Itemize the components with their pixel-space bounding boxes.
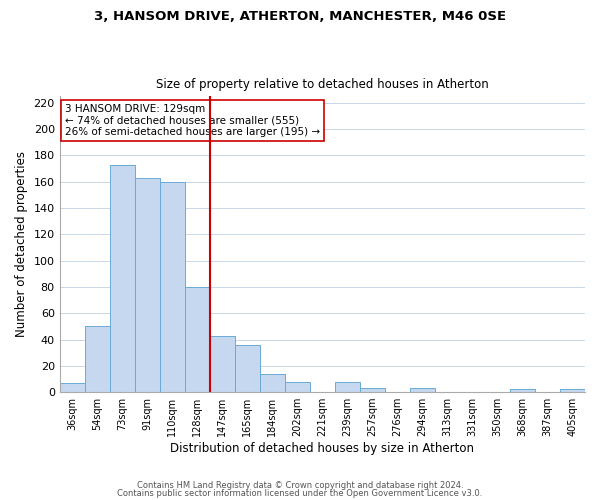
Bar bbox=[260, 374, 285, 392]
Bar bbox=[110, 164, 135, 392]
Bar bbox=[335, 382, 360, 392]
Bar bbox=[185, 287, 210, 392]
Text: 3 HANSOM DRIVE: 129sqm
← 74% of detached houses are smaller (555)
26% of semi-de: 3 HANSOM DRIVE: 129sqm ← 74% of detached… bbox=[65, 104, 320, 137]
Bar bbox=[560, 390, 585, 392]
Text: Contains public sector information licensed under the Open Government Licence v3: Contains public sector information licen… bbox=[118, 488, 482, 498]
Title: Size of property relative to detached houses in Atherton: Size of property relative to detached ho… bbox=[156, 78, 489, 91]
Bar bbox=[135, 178, 160, 392]
Text: Contains HM Land Registry data © Crown copyright and database right 2024.: Contains HM Land Registry data © Crown c… bbox=[137, 481, 463, 490]
Bar bbox=[85, 326, 110, 392]
Bar bbox=[360, 388, 385, 392]
Bar bbox=[210, 336, 235, 392]
Bar bbox=[160, 182, 185, 392]
Bar bbox=[235, 345, 260, 392]
Text: 3, HANSOM DRIVE, ATHERTON, MANCHESTER, M46 0SE: 3, HANSOM DRIVE, ATHERTON, MANCHESTER, M… bbox=[94, 10, 506, 23]
Bar bbox=[59, 383, 85, 392]
Y-axis label: Number of detached properties: Number of detached properties bbox=[15, 151, 28, 337]
Bar bbox=[410, 388, 435, 392]
Bar bbox=[285, 382, 310, 392]
Bar bbox=[510, 390, 535, 392]
X-axis label: Distribution of detached houses by size in Atherton: Distribution of detached houses by size … bbox=[170, 442, 475, 455]
